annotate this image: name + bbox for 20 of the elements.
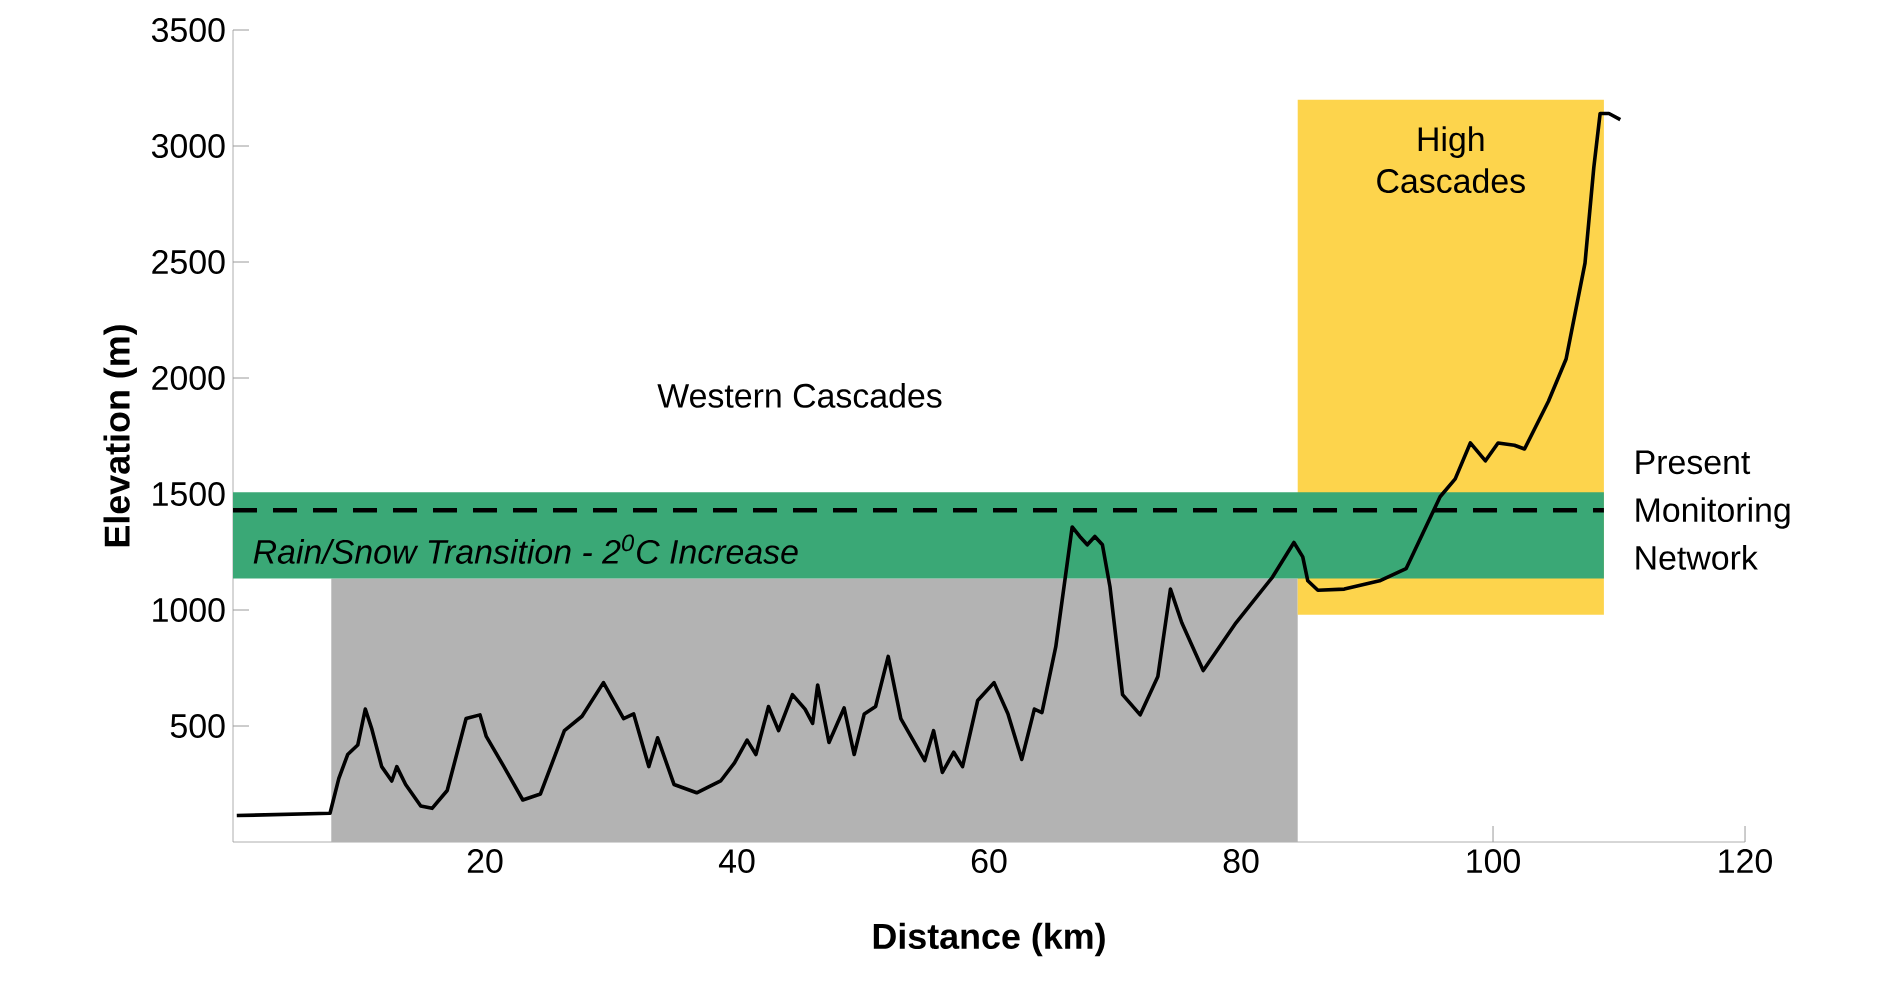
y-tick-label: 2000 — [152, 366, 225, 390]
y-tick-label: 3000 — [151, 134, 225, 158]
line-series — [234, 111, 1623, 818]
annotation: Western Cascades — [657, 382, 942, 408]
band-label: Rain/Snow Transition - 2$^{0}$C Increase — [253, 534, 798, 564]
y-tick-label: 500 — [170, 714, 225, 738]
x-tick-label: 40 — [718, 849, 755, 874]
y-tick-label: 1500 — [153, 482, 225, 506]
x-tick-label: 100 — [1467, 849, 1520, 874]
x-axis-title: Distance (km) — [873, 922, 1105, 957]
x-tick-label: 20 — [467, 849, 503, 874]
x-tick-label: 120 — [1719, 849, 1772, 874]
x-tick-label: 60 — [971, 849, 1007, 874]
y-tick-label: 2500 — [152, 250, 225, 274]
y-tick-label: 3500 — [151, 18, 225, 42]
band-label: High Cascades — [1377, 126, 1525, 194]
ref-line-label: Present Monitoring Network — [1636, 450, 1790, 570]
y-tick-label: 1000 — [153, 598, 225, 622]
y-axis-title: Elevation (m) — [103, 325, 137, 547]
x-tick-label: 80 — [1223, 849, 1259, 874]
